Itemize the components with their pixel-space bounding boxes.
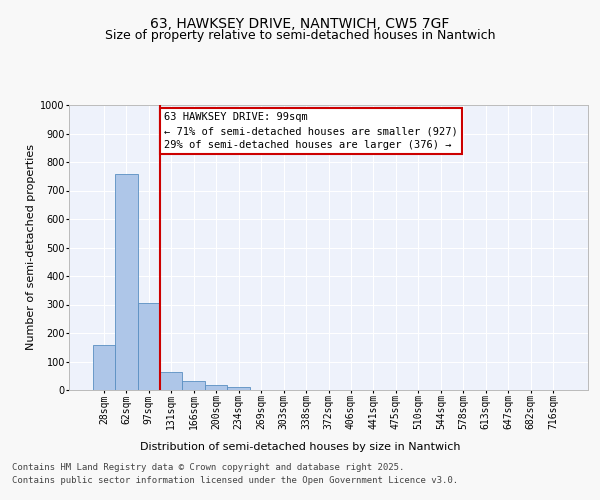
Text: 63 HAWKSEY DRIVE: 99sqm
← 71% of semi-detached houses are smaller (927)
29% of s: 63 HAWKSEY DRIVE: 99sqm ← 71% of semi-de… xyxy=(164,112,458,150)
Text: Size of property relative to semi-detached houses in Nantwich: Size of property relative to semi-detach… xyxy=(105,29,495,42)
Bar xyxy=(160,372,182,390)
Bar xyxy=(227,388,250,390)
Text: Distribution of semi-detached houses by size in Nantwich: Distribution of semi-detached houses by … xyxy=(140,442,460,452)
Bar xyxy=(92,346,115,390)
Text: Contains public sector information licensed under the Open Government Licence v3: Contains public sector information licen… xyxy=(12,476,458,485)
Text: 63, HAWKSEY DRIVE, NANTWICH, CW5 7GF: 63, HAWKSEY DRIVE, NANTWICH, CW5 7GF xyxy=(151,18,449,32)
Bar xyxy=(115,174,137,390)
Bar xyxy=(205,385,227,390)
Text: Contains HM Land Registry data © Crown copyright and database right 2025.: Contains HM Land Registry data © Crown c… xyxy=(12,464,404,472)
Bar xyxy=(137,302,160,390)
Y-axis label: Number of semi-detached properties: Number of semi-detached properties xyxy=(26,144,36,350)
Bar xyxy=(182,382,205,390)
